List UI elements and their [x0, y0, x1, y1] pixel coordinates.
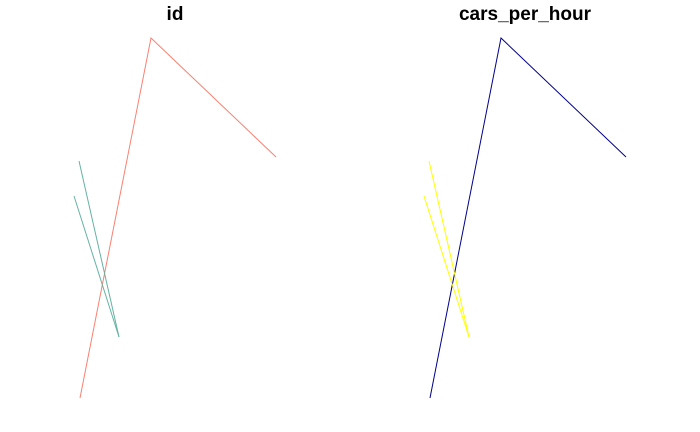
- line-feature-1: [428, 160, 470, 338]
- line-feature-2: [423, 195, 470, 338]
- map-panel-id: id: [73, 4, 277, 399]
- line-feature-0: [79, 37, 277, 399]
- panel-title: cars_per_hour: [458, 4, 591, 25]
- line-feature-1: [78, 160, 120, 338]
- map-plot-area: [73, 37, 277, 399]
- line-feature-0: [429, 37, 627, 399]
- map-panel-cars-per-hour: cars_per_hour: [350, 0, 700, 432]
- line-feature-2: [73, 195, 120, 338]
- panel-title: id: [166, 4, 184, 25]
- map-plot-area: [423, 37, 627, 399]
